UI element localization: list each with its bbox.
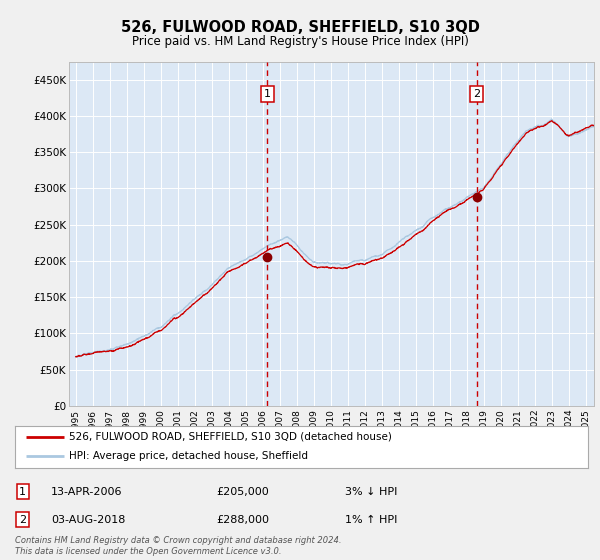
Text: Contains HM Land Registry data © Crown copyright and database right 2024.
This d: Contains HM Land Registry data © Crown c…: [15, 536, 341, 556]
Text: Price paid vs. HM Land Registry's House Price Index (HPI): Price paid vs. HM Land Registry's House …: [131, 35, 469, 48]
Text: 13-APR-2006: 13-APR-2006: [51, 487, 122, 497]
Text: HPI: Average price, detached house, Sheffield: HPI: Average price, detached house, Shef…: [70, 451, 308, 461]
Text: 2: 2: [473, 89, 480, 99]
Text: £288,000: £288,000: [216, 515, 269, 525]
Text: 03-AUG-2018: 03-AUG-2018: [51, 515, 125, 525]
Text: 1: 1: [264, 89, 271, 99]
Text: 2: 2: [19, 515, 26, 525]
Text: 1% ↑ HPI: 1% ↑ HPI: [345, 515, 397, 525]
Text: 3% ↓ HPI: 3% ↓ HPI: [345, 487, 397, 497]
Text: 526, FULWOOD ROAD, SHEFFIELD, S10 3QD (detached house): 526, FULWOOD ROAD, SHEFFIELD, S10 3QD (d…: [70, 432, 392, 442]
Text: 1: 1: [19, 487, 26, 497]
Text: £205,000: £205,000: [216, 487, 269, 497]
Text: 526, FULWOOD ROAD, SHEFFIELD, S10 3QD: 526, FULWOOD ROAD, SHEFFIELD, S10 3QD: [121, 20, 479, 35]
